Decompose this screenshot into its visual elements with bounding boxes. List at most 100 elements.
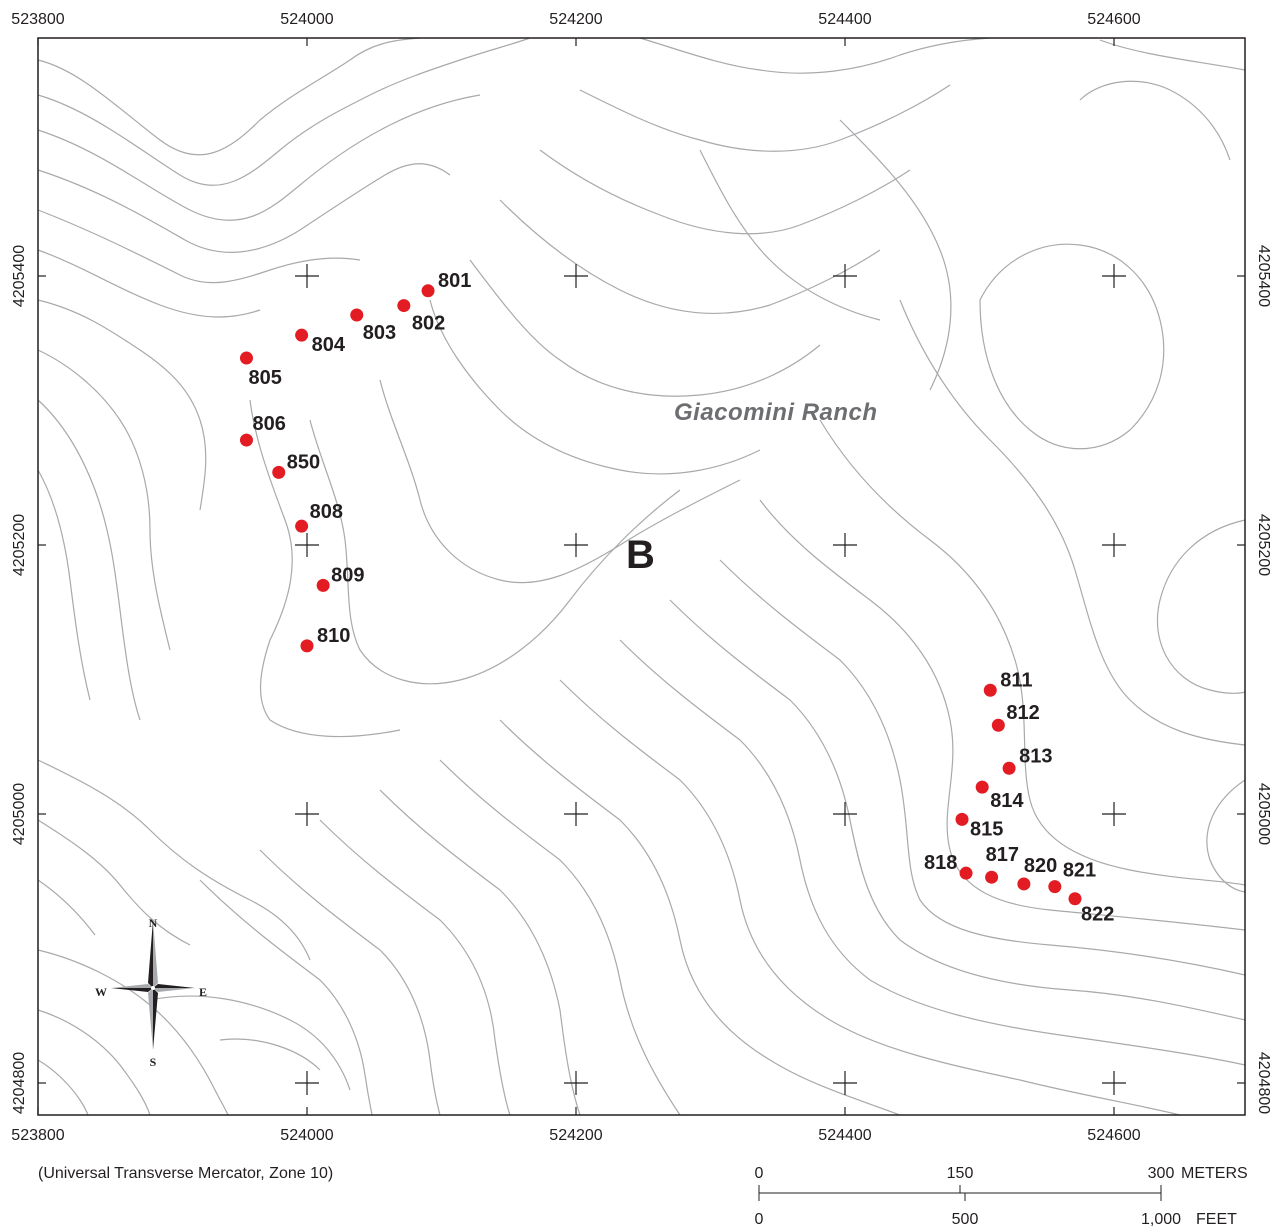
grid-cross-icon xyxy=(564,1071,588,1095)
grid-cross-icon xyxy=(295,533,319,557)
sample-point-marker[interactable] xyxy=(975,780,989,794)
y-tick-label-right: 4205200 xyxy=(1255,514,1272,576)
y-tick-label-left: 4205000 xyxy=(11,783,28,845)
grid-crosses xyxy=(37,38,1245,1115)
sample-point-marker[interactable] xyxy=(295,328,309,342)
sample-point-label: 821 xyxy=(1063,860,1096,882)
scale-meters-label: 0 xyxy=(755,1165,764,1182)
grid-cross-icon xyxy=(1102,802,1126,826)
sample-point-label: 808 xyxy=(310,501,343,523)
sample-point-marker[interactable] xyxy=(239,433,253,447)
y-tick-label-right: 4205400 xyxy=(1255,245,1272,307)
y-tick-label-left: 4205400 xyxy=(11,245,28,307)
sample-point-marker[interactable] xyxy=(1002,761,1016,775)
grid-cross-icon xyxy=(1102,1071,1126,1095)
grid-cross-icon xyxy=(564,533,588,557)
sample-point-label: 811 xyxy=(1000,669,1032,691)
sample-point-label: 850 xyxy=(287,451,320,473)
sample-point-marker[interactable] xyxy=(421,284,435,298)
sample-point-label: 814 xyxy=(990,790,1024,812)
sample-point-marker[interactable] xyxy=(985,870,999,884)
sample-point-label: 822 xyxy=(1081,904,1114,926)
x-tick-label-bottom: 524400 xyxy=(818,1127,871,1144)
sample-point-label: 813 xyxy=(1019,745,1052,767)
sample-point-label: 815 xyxy=(970,818,1003,840)
sample-point-label: 805 xyxy=(248,367,281,389)
x-tick-label-bottom: 523800 xyxy=(11,1127,64,1144)
sample-point-marker[interactable] xyxy=(1068,892,1082,906)
x-tick-label-top: 524400 xyxy=(818,11,871,28)
sample-point-marker[interactable] xyxy=(300,639,314,653)
x-axis-labels-bottom: 523800 524000 524200 524400 524600 xyxy=(11,1127,1140,1144)
sample-point-marker[interactable] xyxy=(991,718,1005,732)
y-tick-label-right: 4204800 xyxy=(1255,1052,1272,1114)
sample-point-label: 817 xyxy=(986,844,1019,866)
area-label: B xyxy=(626,533,655,577)
scale-feet-unit: FEET xyxy=(1196,1211,1237,1228)
scale-feet-label: 1,000 xyxy=(1141,1211,1181,1228)
scale-meters-label: 300 xyxy=(1148,1165,1175,1182)
sample-point-marker[interactable] xyxy=(955,812,969,826)
sample-point-marker[interactable] xyxy=(983,683,997,697)
grid-cross-icon xyxy=(295,802,319,826)
sample-point-label: 801 xyxy=(438,270,471,292)
y-tick-label-left: 4205200 xyxy=(11,514,28,576)
sample-point-label: 804 xyxy=(312,334,346,356)
grid-cross-icon xyxy=(1102,264,1126,288)
grid-cross-icon xyxy=(564,264,588,288)
grid-cross-icon xyxy=(833,1071,857,1095)
compass-south: S xyxy=(150,1055,157,1069)
grid-cross-icon xyxy=(1102,533,1126,557)
contour-lines xyxy=(37,37,1246,1116)
sample-point-marker[interactable] xyxy=(295,519,309,533)
x-tick-label-bottom: 524200 xyxy=(549,1127,602,1144)
map-frame xyxy=(37,37,1246,1116)
scale-feet-label: 500 xyxy=(952,1211,979,1228)
scale-meters-label: 150 xyxy=(947,1165,974,1182)
scale-bar: 0 150 300 METERS 0 500 1,000 FEET xyxy=(755,1165,1248,1228)
x-tick-label-top: 524000 xyxy=(280,11,333,28)
x-axis-labels-top: 523800 524000 524200 524400 524600 xyxy=(11,11,1140,28)
y-tick-label-right: 4205000 xyxy=(1255,783,1272,845)
compass-star-icon xyxy=(111,920,195,1050)
sample-point-label: 802 xyxy=(412,313,445,335)
scale-feet-label: 0 xyxy=(755,1211,764,1228)
x-tick-label-top: 524200 xyxy=(549,11,602,28)
x-tick-label-top: 524600 xyxy=(1087,11,1140,28)
grid-cross-icon xyxy=(295,264,319,288)
sample-point-marker[interactable] xyxy=(959,866,973,880)
compass-north: N xyxy=(149,916,158,930)
y-axis-labels-left: 4205400 4205200 4205000 4204800 xyxy=(11,245,28,1114)
grid-cross-icon xyxy=(833,264,857,288)
x-tick-label-bottom: 524600 xyxy=(1087,1127,1140,1144)
compass-west: W xyxy=(95,985,107,999)
grid-cross-icon xyxy=(295,1071,319,1095)
projection-note: (Universal Transverse Mercator, Zone 10) xyxy=(38,1165,333,1182)
sample-point-marker[interactable] xyxy=(350,308,364,322)
compass-rose: N S E W xyxy=(95,916,207,1069)
sample-point-marker[interactable] xyxy=(397,299,411,313)
sample-point-marker[interactable] xyxy=(239,351,253,365)
sample-point-marker[interactable] xyxy=(272,465,286,479)
sample-point-label: 810 xyxy=(317,625,350,647)
sample-point-label: 820 xyxy=(1024,855,1057,877)
sample-point-marker[interactable] xyxy=(1017,877,1031,891)
x-tick-label-bottom: 524000 xyxy=(280,1127,333,1144)
sample-point-label: 812 xyxy=(1006,702,1039,724)
sample-point-label: 806 xyxy=(252,413,285,435)
sample-point-marker[interactable] xyxy=(316,578,330,592)
sample-point-marker[interactable] xyxy=(1048,880,1062,894)
place-label-giacomini-ranch: Giacomini Ranch xyxy=(674,399,878,426)
x-tick-label-top: 523800 xyxy=(11,11,64,28)
scale-meters-unit: METERS xyxy=(1181,1165,1248,1182)
grid-cross-icon xyxy=(564,802,588,826)
sample-point-label: 809 xyxy=(331,564,364,586)
y-axis-labels-right: 4205400 4205200 4205000 4204800 xyxy=(1255,245,1272,1114)
y-tick-label-left: 4204800 xyxy=(11,1052,28,1114)
grid-cross-icon xyxy=(833,802,857,826)
compass-east: E xyxy=(199,985,207,999)
grid-cross-icon xyxy=(833,533,857,557)
sample-point-label: 803 xyxy=(363,322,396,344)
